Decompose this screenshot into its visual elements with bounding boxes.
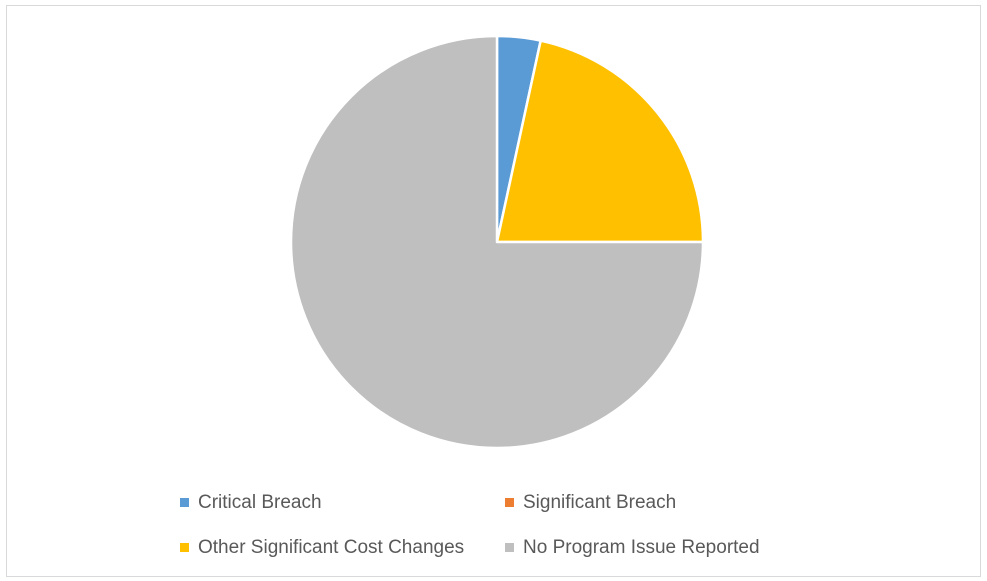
legend-label-significant-breach: Significant Breach (523, 491, 677, 513)
legend-label-other-significant-cost-changes: Other Significant Cost Changes (198, 536, 465, 558)
legend-label-no-program-issue-reported: No Program Issue Reported (523, 536, 760, 558)
pie-slice-other-significant-cost-changes (495, 39, 705, 244)
legend-swatch-other-significant-cost-changes (180, 543, 189, 552)
legend-item-critical-breach: Critical Breach (180, 492, 505, 514)
legend-label-critical-breach: Critical Breach (198, 491, 322, 513)
legend-swatch-no-program-issue-reported (505, 543, 514, 552)
legend-swatch-significant-breach (505, 498, 514, 507)
legend-row: Other Significant Cost Changes No Progra… (180, 525, 820, 570)
legend-item-significant-breach: Significant Breach (505, 492, 676, 514)
legend-row: Critical Breach Significant Breach (180, 480, 820, 525)
legend-item-other-significant-cost-changes: Other Significant Cost Changes (180, 537, 505, 559)
legend-item-no-program-issue-reported: No Program Issue Reported (505, 537, 760, 559)
chart-legend: Critical Breach Significant Breach Other… (180, 480, 820, 570)
pie-slice-no-program-issue-reported (289, 34, 705, 450)
legend-swatch-critical-breach (180, 498, 189, 507)
